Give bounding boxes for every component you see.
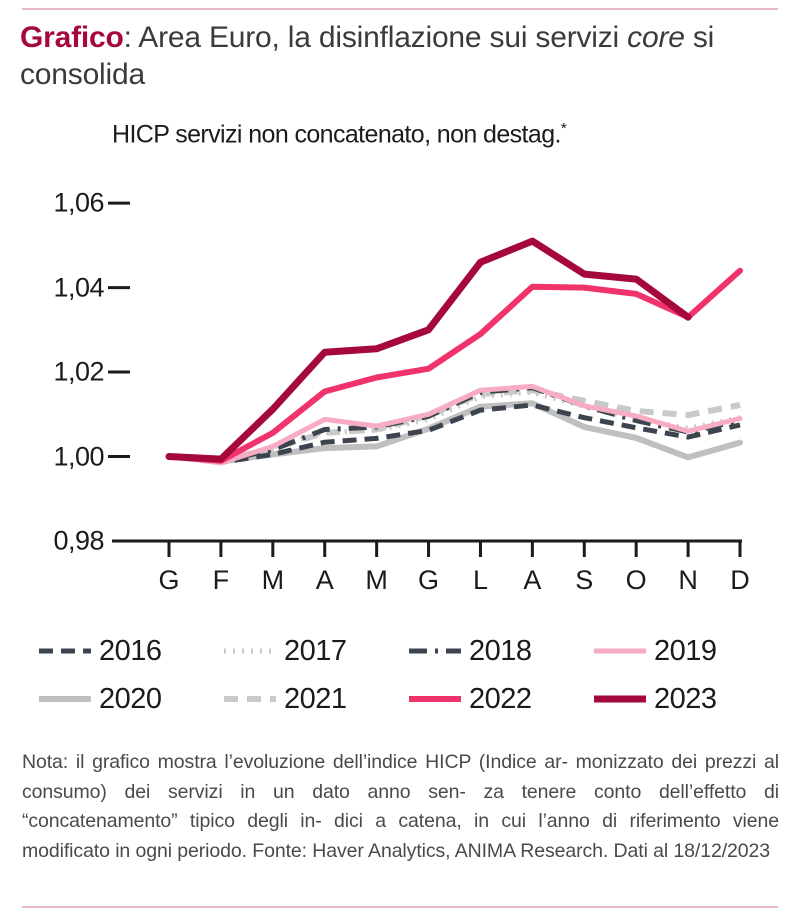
bottom-divider-rule (22, 906, 778, 908)
legend-item-2016[interactable]: 2016 (38, 628, 223, 674)
legend-label-2019: 2019 (654, 634, 717, 667)
top-divider-rule (22, 8, 778, 10)
x-axis-label-aprile: A (315, 565, 334, 595)
x-axis-label-luglio: L (472, 565, 488, 595)
legend-label-2022: 2022 (469, 682, 532, 715)
legend-row-top: 2016 2017 2018 2019 (38, 628, 778, 674)
y-axis-label: 1,04 (53, 272, 104, 303)
legend-item-2020[interactable]: 2020 (38, 676, 223, 722)
x-axis-label-marzo: M (261, 565, 285, 595)
note-line-4: dici a catena, in cui l’anno di riferime… (22, 810, 779, 862)
legend-label-2017: 2017 (284, 634, 347, 667)
chart-legend: 2016 2017 2018 2019 2020 2021 2022 2023 (0, 628, 800, 728)
note-line-2: monizzato dei prezzi al consumo) dei ser… (22, 751, 779, 803)
legend-label-2018: 2018 (469, 634, 532, 667)
legend-item-2023[interactable]: 2023 (593, 676, 778, 722)
legend-item-2018[interactable]: 2018 (408, 628, 593, 674)
x-axis-label-ottobre: O (625, 565, 647, 595)
legend-item-2017[interactable]: 2017 (223, 628, 408, 674)
x-axis-label-novembre: N (678, 565, 698, 595)
headline-separator: : (123, 21, 139, 54)
legend-swatch-2021 (224, 696, 276, 702)
x-axis-label-settembre: S (575, 565, 594, 595)
chart-title: HICP servizi non concatenato, non destag… (112, 120, 567, 149)
legend-label-2020: 2020 (99, 682, 162, 715)
x-axis-label-agosto: A (523, 565, 542, 595)
x-axis-label-gennaio: G (158, 565, 180, 595)
x-axis-label-dicembre: D (730, 565, 750, 595)
note-line-1: Nota: il grafico mostra l’evoluzione del… (22, 751, 568, 773)
legend-label-2021: 2021 (284, 682, 347, 715)
headline-italic-word: core (627, 21, 685, 54)
page-headline: Grafico: Area Euro, la disinflazione sui… (20, 20, 790, 93)
headline-kicker: Grafico (20, 21, 124, 54)
series-line-2018 (168, 385, 741, 464)
legend-item-2019[interactable]: 2019 (593, 628, 778, 674)
legend-swatch-2018 (409, 648, 461, 654)
series-line-2022 (166, 267, 743, 464)
chart-title-text: HICP servizi non concatenato, non destag… (112, 120, 561, 149)
chart-title-asterisk: * (560, 120, 567, 137)
legend-swatch-2016 (39, 648, 91, 654)
y-axis-label: 1,00 (53, 441, 104, 472)
legend-swatch-2023 (594, 695, 646, 703)
chart-note: Nota: il grafico mostra l’evoluzione del… (22, 748, 779, 867)
series-line-2019 (166, 383, 743, 466)
y-axis-label: 0,98 (53, 525, 104, 556)
x-axis-label-giugno: G (418, 565, 440, 595)
legend-swatch-2017 (224, 648, 276, 654)
line-chart-plot (108, 201, 743, 557)
note-line-3: za tenere conto dell’effetto di “concate… (22, 780, 779, 833)
series-line-2016 (168, 402, 741, 465)
legend-swatch-2022 (409, 696, 461, 702)
note-line-5: periodo. Fonte: Haver Analytics, ANIMA R… (177, 839, 771, 862)
chart-container: HICP servizi non concatenato, non destag… (0, 110, 800, 620)
headline-text-before: Area Euro, la disinflazione sui servizi (138, 21, 628, 54)
legend-item-2022[interactable]: 2022 (408, 676, 593, 722)
y-axis-label: 1,06 (53, 187, 104, 218)
x-axis-label-maggio: M (365, 565, 388, 595)
y-axis-label: 1,02 (53, 356, 104, 387)
legend-swatch-2020 (39, 696, 91, 702)
legend-swatch-2019 (594, 648, 646, 654)
x-axis-label-febbraio: F (212, 565, 230, 595)
legend-label-2023: 2023 (654, 682, 717, 715)
series-line-2023 (165, 237, 692, 463)
legend-label-2016: 2016 (99, 634, 162, 667)
legend-item-2021[interactable]: 2021 (223, 676, 408, 722)
headline-text-after: si consolida (20, 21, 715, 91)
legend-row-bottom: 2020 2021 2022 2023 (38, 676, 778, 722)
